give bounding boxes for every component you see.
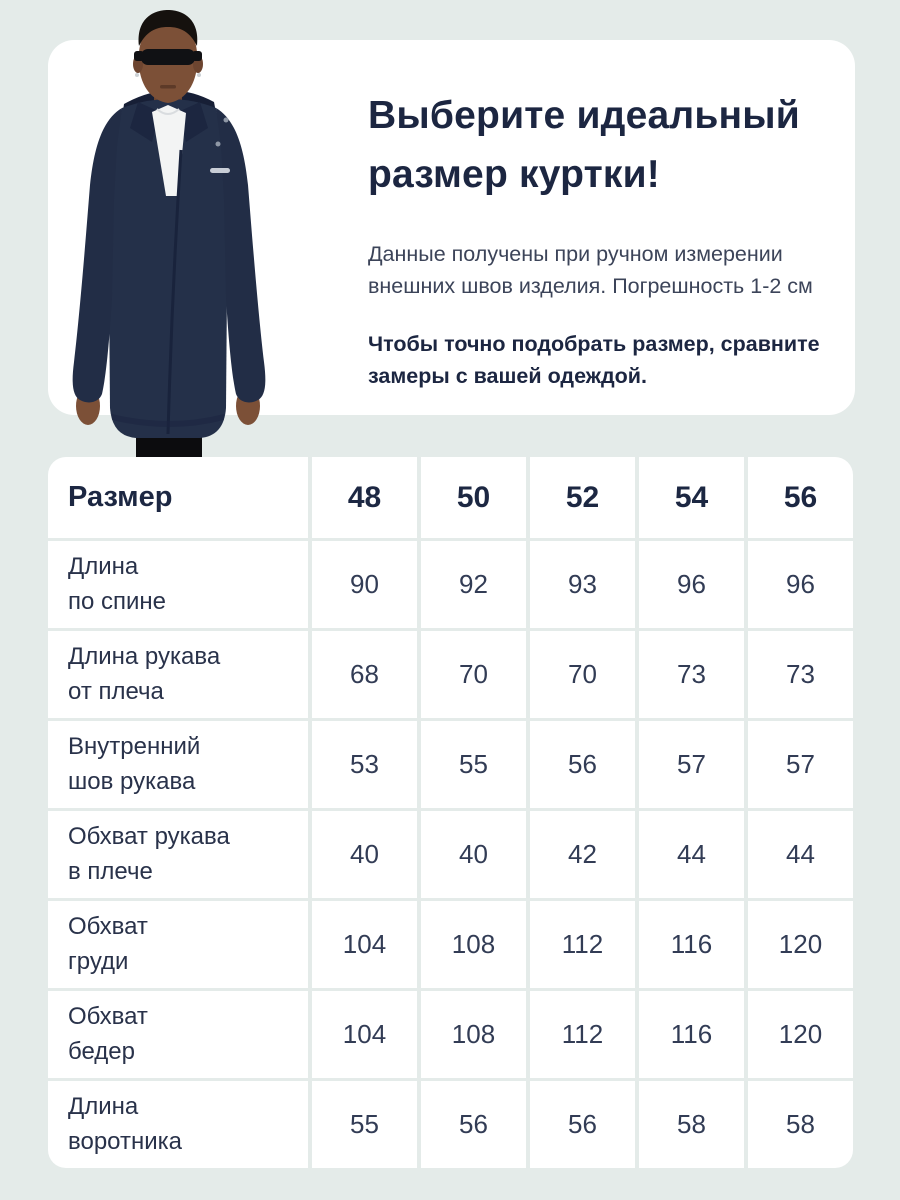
table-cell: 116 xyxy=(639,901,744,988)
table-cell: 44 xyxy=(639,811,744,898)
model-photo xyxy=(72,10,266,460)
table-cell: 90 xyxy=(312,541,417,628)
table-cell: 70 xyxy=(530,631,635,718)
page-title: Выберите идеальный размер куртки! xyxy=(368,94,800,197)
table-cell: 112 xyxy=(530,901,635,988)
table-cell: 40 xyxy=(312,811,417,898)
table-cell: 112 xyxy=(530,991,635,1078)
table-cell: 120 xyxy=(748,991,853,1078)
table-cell: 116 xyxy=(639,991,744,1078)
table-cell: 57 xyxy=(639,721,744,808)
table-cell: 108 xyxy=(421,991,526,1078)
table-cell: 56 xyxy=(530,721,635,808)
row-label-back-length: Длина по спине xyxy=(48,541,308,628)
row-label-hip-girth: Обхват бедер xyxy=(48,991,308,1078)
table-cell: 120 xyxy=(748,901,853,988)
table-header-size-56: 56 xyxy=(748,457,853,538)
table-header-size: Размер xyxy=(48,457,308,538)
table-cell: 68 xyxy=(312,631,417,718)
table-cell: 104 xyxy=(312,991,417,1078)
table-cell: 57 xyxy=(748,721,853,808)
table-cell: 104 xyxy=(312,901,417,988)
measurement-disclaimer: Данные получены при ручном измерении вне… xyxy=(368,241,813,298)
table-cell: 70 xyxy=(421,631,526,718)
table-cell: 93 xyxy=(530,541,635,628)
table-cell: 56 xyxy=(421,1081,526,1168)
table-cell: 53 xyxy=(312,721,417,808)
table-cell: 58 xyxy=(639,1081,744,1168)
jacket-logo xyxy=(210,168,230,173)
row-label-chest-girth: Обхват груди xyxy=(48,901,308,988)
table-cell: 56 xyxy=(530,1081,635,1168)
table-header-size-54: 54 xyxy=(639,457,744,538)
size-table: Размер 48 50 52 54 56 Длина по спине 90 … xyxy=(48,457,855,1168)
table-header-size-48: 48 xyxy=(312,457,417,538)
table-cell: 44 xyxy=(748,811,853,898)
table-cell: 92 xyxy=(421,541,526,628)
row-label-collar-length: Длина воротника xyxy=(48,1081,308,1168)
table-cell: 108 xyxy=(421,901,526,988)
hero-text-block: Выберите идеальный размер куртки! Данные… xyxy=(368,86,828,393)
sunglasses-shape xyxy=(141,49,195,65)
table-cell: 73 xyxy=(639,631,744,718)
table-cell: 40 xyxy=(421,811,526,898)
table-cell: 58 xyxy=(748,1081,853,1168)
table-cell: 55 xyxy=(421,721,526,808)
table-cell: 73 xyxy=(748,631,853,718)
table-header-size-50: 50 xyxy=(421,457,526,538)
row-label-sleeve-girth-shoulder: Обхват рукава в плече xyxy=(48,811,308,898)
size-advice-note: Чтобы точно подобрать размер, сравните з… xyxy=(368,332,820,389)
table-cell: 42 xyxy=(530,811,635,898)
row-label-inner-sleeve-seam: Внутренний шов рукава xyxy=(48,721,308,808)
table-cell: 96 xyxy=(748,541,853,628)
table-cell: 55 xyxy=(312,1081,417,1168)
table-cell: 96 xyxy=(639,541,744,628)
table-header-size-52: 52 xyxy=(530,457,635,538)
row-label-sleeve-from-shoulder: Длина рукава от плеча xyxy=(48,631,308,718)
